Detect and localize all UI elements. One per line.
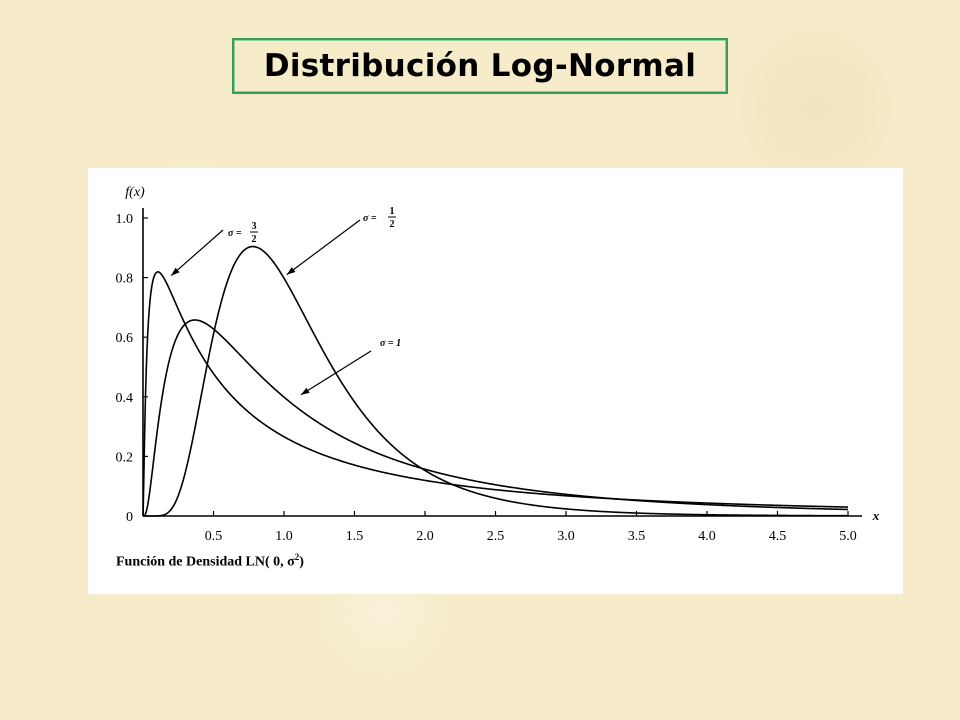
series-label-num: 1 — [390, 206, 395, 217]
x-tick-label: 4.0 — [698, 529, 716, 544]
caption-suffix: ) — [299, 554, 304, 570]
arrow-sigma-1-2-line — [286, 219, 361, 276]
page-title: Distribución Log-Normal — [263, 48, 697, 84]
arrow-sigma-3-2-head — [171, 267, 180, 276]
x-tick-label: 2.5 — [487, 529, 505, 544]
arrow-sigma-1-head — [300, 387, 310, 395]
arrow-sigma-3-2-line — [170, 229, 224, 277]
y-tick-label: 0.6 — [116, 331, 134, 346]
y-axis-label: f(x) — [125, 185, 145, 200]
caption-sigma: σ — [287, 554, 295, 570]
title-box: Distribución Log-Normal — [232, 38, 728, 94]
x-tick-label: 5.0 — [839, 529, 857, 544]
y-tick-label: 0 — [126, 510, 133, 525]
series-line-2 — [143, 319, 849, 517]
x-tick-label: 3.5 — [628, 529, 646, 544]
series-line-0 — [142, 271, 849, 516]
x-tick-label: 2.0 — [416, 529, 434, 544]
x-axis-label: x — [872, 508, 880, 523]
x-tick-label: 0.5 — [205, 529, 223, 544]
arrow-sigma-1-line — [300, 350, 372, 396]
chart-panel: f(x) x 0.5 1.0 1.5 2.0 2.5 3.0 3.5 4.0 4.5 5.0 0 0.2 0… — [88, 168, 903, 594]
caption-exponent: 2 — [294, 552, 300, 562]
y-tick-label: 0.8 — [116, 272, 134, 287]
series-label-den: 2 — [252, 234, 257, 245]
series-label: σ = 1 — [380, 338, 401, 349]
series-line-1 — [143, 245, 848, 517]
caption-prefix: Función de Densidad LN( 0, — [116, 554, 288, 570]
x-tick-label: 3.0 — [557, 529, 575, 544]
chart-caption: Función de Densidad LN( 0, σ2) — [116, 552, 304, 571]
x-tick-label: 1.0 — [275, 529, 293, 544]
arrow-sigma-1-2-head — [286, 267, 296, 275]
series-label-sigma: σ = — [363, 213, 377, 224]
y-tick-label: 0.4 — [116, 391, 134, 406]
series-label-sigma: σ = — [228, 228, 242, 239]
y-tick-label: 1.0 — [116, 212, 134, 227]
x-tick-label: 1.5 — [346, 529, 364, 544]
y-tick-label: 0.2 — [116, 450, 134, 465]
series-label-den: 2 — [390, 219, 395, 230]
lognormal-density-chart: f(x) x 0.5 1.0 1.5 2.0 2.5 3.0 3.5 4.0 4.5 5.0 0 0.2 0… — [116, 185, 880, 544]
x-tick-label: 4.5 — [769, 529, 787, 544]
series-label-num: 3 — [252, 221, 257, 232]
